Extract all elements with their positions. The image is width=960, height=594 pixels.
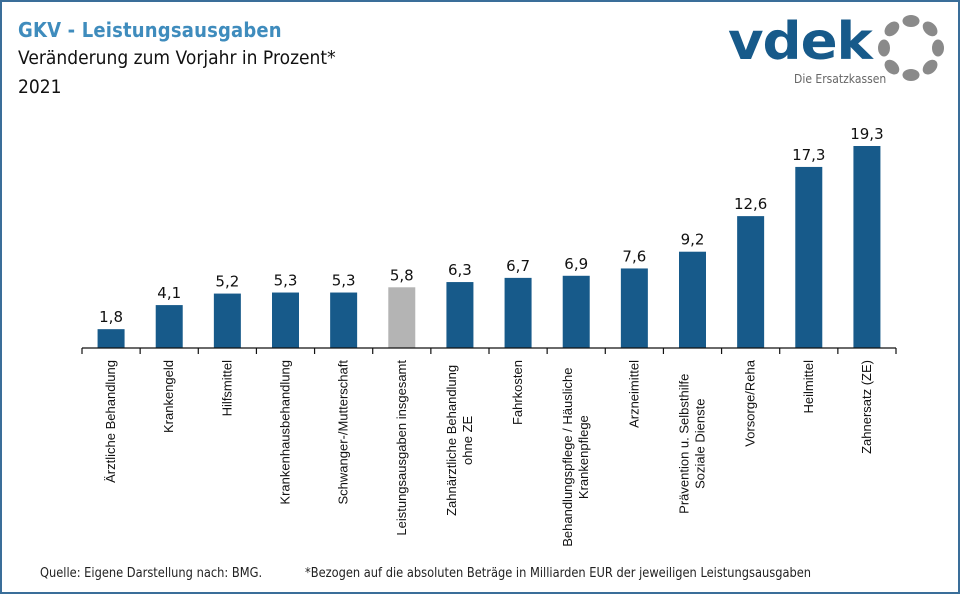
category-label: Zahnärztliche Behandlungohne ZE xyxy=(444,365,475,516)
bar xyxy=(272,292,299,348)
data-label: 17,3 xyxy=(792,146,825,164)
bar xyxy=(446,282,474,348)
bar xyxy=(679,251,706,348)
chart-title: GKV - Leistungsausgaben xyxy=(18,18,282,42)
logo-tagline: Die Ersatzkassen xyxy=(794,72,887,86)
vdek-logo: vdek Die Ersatzkassen xyxy=(728,12,948,92)
bar xyxy=(795,166,823,348)
dotted-ring-icon xyxy=(878,15,944,81)
category-label: Ärztliche Behandlung xyxy=(103,360,118,483)
bar xyxy=(737,216,765,348)
logo-wordmark: vdek xyxy=(728,12,873,72)
bar xyxy=(562,275,590,348)
category-label: Leistungsausgaben insgesamt xyxy=(394,360,409,536)
data-label: 6,7 xyxy=(506,257,530,275)
footnote: *Bezogen auf die absoluten Beträge in Mi… xyxy=(305,566,812,581)
category-label: Fahrkosten xyxy=(510,360,525,425)
data-label: 5,8 xyxy=(390,266,414,284)
logo-ring-segment xyxy=(902,15,920,27)
chart-year: 2021 xyxy=(18,76,62,98)
category-label: Arzneimittel xyxy=(626,360,641,428)
logo-ring-segment xyxy=(922,59,938,75)
data-label: 1,8 xyxy=(99,308,123,326)
data-label: 7,6 xyxy=(622,247,646,265)
data-label: 6,9 xyxy=(564,255,588,273)
category-label: Krankenhausbehandlung xyxy=(278,360,293,505)
category-label: Vorsorge/Reha xyxy=(743,359,758,446)
logo-ring-segment xyxy=(878,39,890,57)
category-label: Hilfsmittel xyxy=(219,360,234,416)
bar xyxy=(620,268,648,348)
logo-ring-segment xyxy=(884,59,900,75)
data-label: 12,6 xyxy=(734,195,767,213)
bar xyxy=(97,329,125,348)
bar xyxy=(155,305,183,348)
category-label: Schwanger-/Mutterschaft xyxy=(336,360,351,505)
logo-ring-segment xyxy=(902,69,920,81)
data-label: 19,3 xyxy=(850,125,883,143)
logo-ring-segment xyxy=(884,21,900,37)
logo-ring-segment xyxy=(932,39,944,57)
data-label: 5,2 xyxy=(215,273,239,291)
bar xyxy=(504,277,532,348)
data-label: 5,3 xyxy=(332,272,356,290)
source-note: Quelle: Eigene Darstellung nach: BMG. xyxy=(40,566,263,581)
bar xyxy=(330,292,358,348)
bar xyxy=(388,287,416,348)
data-label: 5,3 xyxy=(274,272,298,290)
data-label: 4,1 xyxy=(157,284,181,302)
bar xyxy=(213,293,241,348)
data-label: 6,3 xyxy=(448,261,472,279)
category-label: Heilmittel xyxy=(801,360,816,414)
bar xyxy=(853,146,881,348)
data-label: 9,2 xyxy=(681,231,705,249)
category-label: Behandlungspflege / HäuslicheKrankenpfle… xyxy=(560,368,591,547)
category-label: Prävention u. SelbsthilfeSoziale Dienste xyxy=(677,374,708,514)
logo-ring-segment xyxy=(922,21,938,37)
category-label: Krankengeld xyxy=(161,360,176,433)
category-label: Zahnersatz (ZE) xyxy=(859,360,874,454)
chart-subtitle: Veränderung zum Vorjahr in Prozent* xyxy=(18,47,336,69)
